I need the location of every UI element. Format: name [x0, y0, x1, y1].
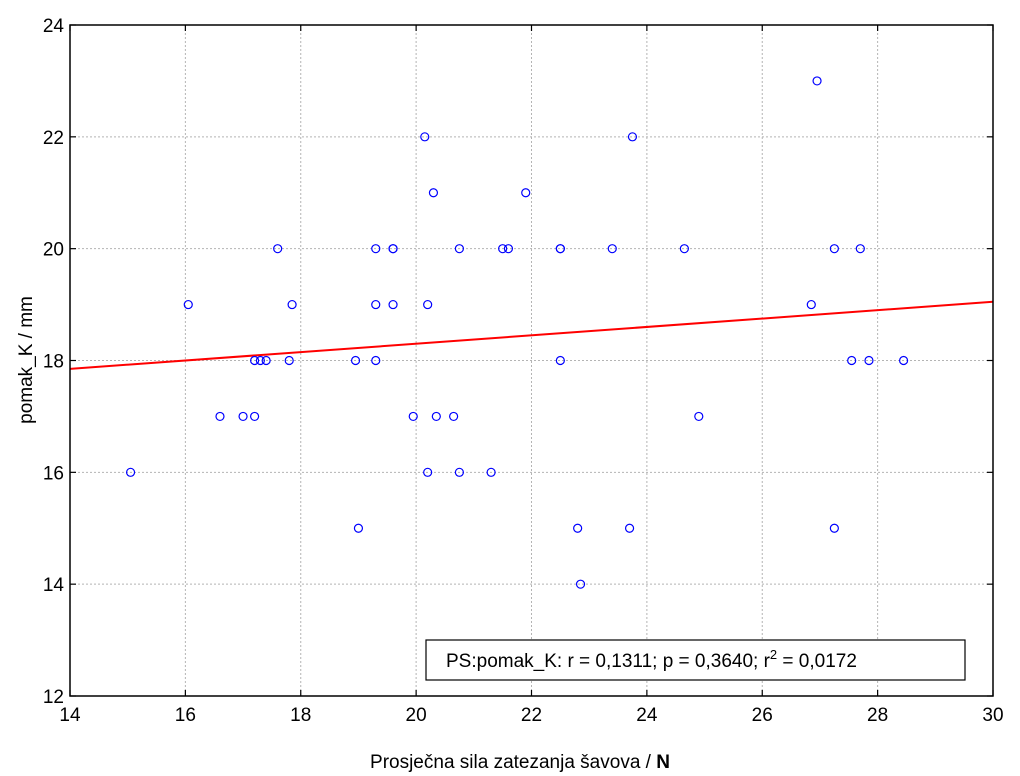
data-point	[607, 244, 617, 254]
y-tick-label: 14	[43, 575, 65, 596]
annotation-superscript: 2	[770, 647, 777, 662]
data-point	[521, 188, 531, 198]
data-point	[353, 523, 364, 533]
data-point	[255, 355, 265, 366]
data-points	[125, 76, 909, 589]
data-point	[273, 244, 283, 254]
grid	[70, 25, 993, 696]
x-tick-label: 20	[406, 705, 427, 726]
x-tick-label: 22	[521, 705, 542, 726]
data-point	[261, 355, 271, 366]
data-point	[454, 467, 464, 477]
data-point	[183, 299, 193, 310]
data-point	[423, 299, 433, 310]
data-point	[350, 355, 361, 366]
data-point	[498, 244, 508, 254]
plot-frame	[69, 24, 994, 697]
x-axis-unit: N	[656, 752, 670, 773]
data-point	[624, 523, 635, 533]
x-tick-label: 14	[59, 705, 81, 726]
x-axis-title-sep: /	[640, 752, 656, 773]
data-point	[449, 411, 459, 422]
data-point	[238, 411, 248, 422]
data-point	[829, 523, 839, 533]
annotation-main: PS:pomak_K: r = 0,1311; p = 0,3640; r	[446, 651, 771, 672]
data-point	[431, 411, 441, 422]
data-point	[694, 411, 704, 422]
data-point	[812, 76, 822, 86]
data-point	[250, 411, 260, 422]
data-point	[420, 132, 430, 142]
data-point	[250, 355, 260, 366]
x-tick-label: 30	[982, 705, 1003, 726]
data-point	[627, 132, 638, 142]
data-point	[371, 355, 381, 366]
data-point	[503, 244, 514, 254]
y-tick-label: 18	[43, 352, 64, 373]
y-tick-label: 20	[43, 240, 64, 261]
annotation-tail: = 0,0172	[777, 651, 857, 672]
annotation-text: PS:pomak_K: r = 0,1311; p = 0,3640; r2 =…	[446, 647, 857, 672]
regression-line-group	[69, 300, 994, 370]
data-point	[555, 355, 565, 366]
x-axis-title: Prosječna sila zatezanja šavova / N	[370, 752, 670, 773]
data-point	[388, 299, 398, 310]
data-point	[215, 411, 225, 422]
y-tick-label: 16	[43, 463, 64, 484]
y-axis-title: pomak_K / mm	[16, 296, 37, 424]
data-point	[575, 579, 586, 589]
data-point	[371, 244, 381, 254]
data-point	[573, 523, 583, 533]
data-point	[679, 244, 689, 254]
x-tick-label: 24	[636, 705, 658, 726]
data-point	[806, 299, 816, 310]
correlation-annotation: PS:pomak_K: r = 0,1311; p = 0,3640; r2 =…	[425, 639, 966, 681]
data-point	[423, 467, 433, 477]
x-tick-label: 26	[752, 705, 773, 726]
data-point	[486, 467, 496, 477]
y-tick-label: 22	[43, 128, 64, 149]
data-point	[388, 244, 398, 254]
data-point	[287, 299, 297, 310]
data-point	[454, 244, 464, 254]
y-tick-label: 24	[43, 16, 65, 37]
data-point	[898, 355, 909, 366]
annotation-box	[425, 639, 966, 681]
data-point	[864, 355, 874, 366]
data-point	[829, 244, 839, 254]
regression-line	[69, 300, 994, 370]
x-tick-label: 28	[867, 705, 888, 726]
data-point	[428, 188, 439, 198]
data-point	[125, 467, 136, 477]
x-tick-label: 18	[290, 705, 311, 726]
y-tick-label: 12	[43, 687, 64, 708]
data-point	[408, 411, 418, 422]
x-tick-label: 16	[175, 705, 196, 726]
data-point	[855, 244, 865, 254]
data-point	[371, 299, 381, 310]
data-point	[555, 244, 565, 254]
data-point	[284, 355, 294, 366]
data-point	[847, 355, 857, 366]
x-axis-title-main: Prosječna sila zatezanja šavova	[370, 752, 641, 773]
